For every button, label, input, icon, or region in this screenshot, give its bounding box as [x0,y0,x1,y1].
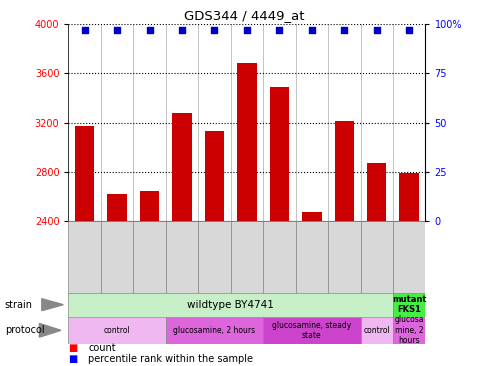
Bar [392,317,425,344]
Text: strain: strain [5,300,33,310]
Text: percentile rank within the sample: percentile rank within the sample [88,354,252,364]
Bar [302,212,321,221]
Bar [165,221,198,295]
Bar [230,221,263,295]
Text: wildtype BY4741: wildtype BY4741 [187,300,274,310]
Point [145,27,153,33]
Polygon shape [39,324,61,337]
Point [113,27,121,33]
Point [210,27,218,33]
Bar [68,317,165,344]
Bar [198,221,230,295]
Bar [165,317,263,344]
Text: count: count [88,343,115,353]
Bar [392,293,425,317]
Point [372,27,380,33]
Bar [75,126,94,221]
Point [307,27,315,33]
Text: control: control [363,326,389,335]
Bar [133,221,165,295]
Text: ■: ■ [68,354,78,364]
Bar [269,87,288,221]
Bar [366,163,386,221]
Bar [295,221,327,295]
Bar [107,194,126,221]
Point [275,27,283,33]
Bar [237,63,256,221]
Point [405,27,412,33]
Text: GDS344 / 4449_at: GDS344 / 4449_at [184,9,304,22]
Point [243,27,250,33]
Text: control: control [103,326,130,335]
Polygon shape [42,299,63,311]
Point [81,27,88,33]
Bar [360,221,392,295]
Text: protocol: protocol [5,325,44,335]
Bar [68,221,101,295]
Bar [101,221,133,295]
Bar [399,173,418,221]
Text: glucosa
mine, 2
hours: glucosa mine, 2 hours [394,315,423,345]
Text: mutant
FKS1: mutant FKS1 [391,295,426,314]
Text: ■: ■ [68,343,78,353]
Text: glucosamine, 2 hours: glucosamine, 2 hours [173,326,255,335]
Bar [327,221,360,295]
Bar [392,221,425,295]
Bar [140,191,159,221]
Bar [263,317,360,344]
Bar [172,113,191,221]
Bar [334,122,353,221]
Bar [360,317,392,344]
Text: glucosamine, steady
state: glucosamine, steady state [272,321,351,340]
Bar [263,221,295,295]
Point [340,27,347,33]
Point [178,27,185,33]
Bar [204,131,224,221]
